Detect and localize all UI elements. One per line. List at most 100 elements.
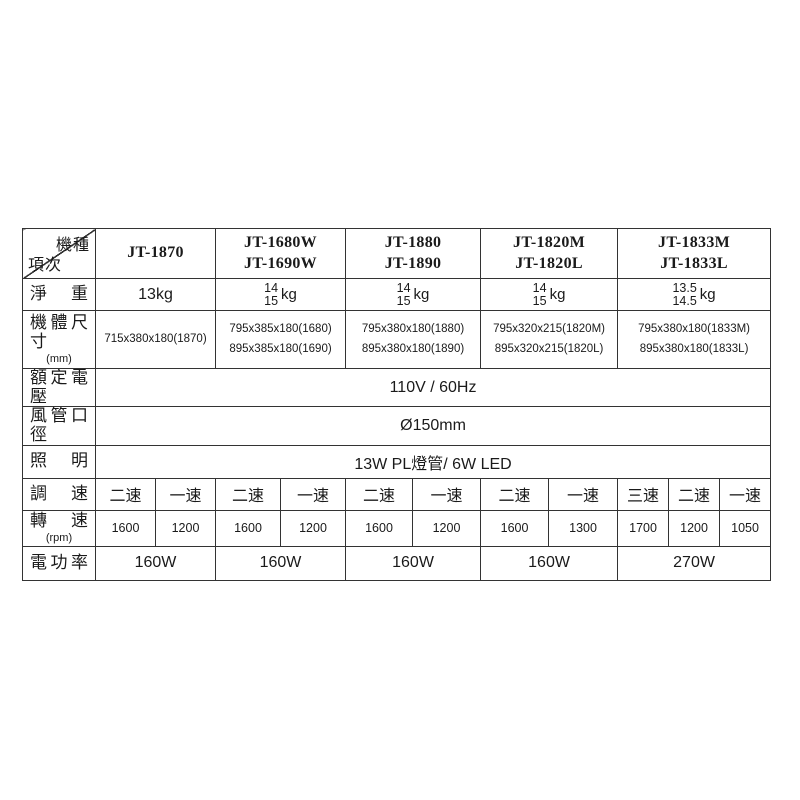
weight-unit: kg bbox=[549, 286, 566, 303]
voltage-value: 110V / 60Hz bbox=[389, 378, 477, 396]
dimensions-row: 機體尺寸 (mm) 715x380x180(1870) 795x385x180(… bbox=[22, 310, 772, 369]
speed-value: 二速 bbox=[678, 488, 711, 506]
weight-bottom: 14.5 bbox=[672, 293, 697, 308]
dims-value: 895x380x180(1890) bbox=[361, 342, 465, 355]
model-name: JT-1833M bbox=[658, 233, 731, 251]
dims-cell: 795x385x180(1680) 895x385x180(1690) bbox=[215, 310, 347, 369]
rpm-cell: 1300 bbox=[548, 509, 619, 547]
weight-cell: 14 15 kg bbox=[480, 278, 619, 311]
weight-bottom: 15 bbox=[264, 293, 279, 308]
voltage-row: 額定電壓 110V / 60Hz bbox=[22, 367, 772, 408]
model-name: JT-1833L bbox=[660, 254, 728, 272]
corner-cell: 機種 項次 bbox=[22, 228, 96, 279]
row-label: 電功率 bbox=[30, 552, 88, 572]
weight-bottom: 15 bbox=[396, 293, 411, 308]
row-label-cell: 調速 bbox=[22, 477, 96, 511]
power-cell: 160W bbox=[215, 545, 347, 581]
rpm-value: 1200 bbox=[432, 521, 461, 536]
lighting-value: 13W PL燈管/ 6W LED bbox=[354, 455, 512, 473]
row-label: 額定電壓 bbox=[30, 368, 88, 406]
rpm-value: 1200 bbox=[680, 521, 708, 536]
rpm-value: 1050 bbox=[731, 521, 759, 536]
power-value: 160W bbox=[259, 554, 302, 572]
weight-top: 14 bbox=[264, 280, 279, 295]
speed-value: 一速 bbox=[729, 488, 762, 506]
model-cell: JT-1833M JT-1833L bbox=[617, 228, 772, 279]
rpm-cell: 1200 bbox=[668, 509, 721, 547]
speed-cell: 二速 bbox=[668, 477, 721, 511]
row-label: 風管口徑 bbox=[30, 406, 88, 445]
weight-unit: kg bbox=[699, 286, 716, 303]
power-cell: 160W bbox=[94, 545, 217, 581]
corner-label-model: 機種 bbox=[55, 237, 90, 254]
speed-cell: 三速 bbox=[617, 477, 670, 511]
speed-value: 二速 bbox=[498, 488, 531, 506]
weight-bottom: 15 bbox=[532, 293, 547, 308]
row-label-cell: 額定電壓 bbox=[22, 367, 96, 408]
dims-cell: 795x380x180(1833M) 895x380x180(1833L) bbox=[617, 310, 772, 369]
speed-cell: 一速 bbox=[280, 477, 347, 511]
dims-value: 795x385x180(1680) bbox=[229, 323, 332, 335]
rpm-value: 1600 bbox=[234, 521, 262, 536]
speed-row: 調速 二速 一速 二速 一速 二速 一速 二速 一速 三速 二速 一速 bbox=[22, 477, 772, 511]
corner-label-item: 項次 bbox=[28, 257, 63, 274]
model-name: JT-1890 bbox=[384, 254, 442, 272]
weight-top: 14 bbox=[396, 280, 411, 295]
speed-value: 一速 bbox=[169, 488, 202, 506]
row-label: 照明 bbox=[30, 451, 88, 471]
rpm-cell: 1600 bbox=[480, 509, 550, 547]
row-label: 轉速 bbox=[30, 511, 88, 531]
weight-top: 13.5 bbox=[672, 280, 697, 295]
rpm-cell: 1200 bbox=[412, 509, 482, 547]
weight-cell: 13kg bbox=[94, 278, 217, 311]
speed-value: 一速 bbox=[430, 488, 463, 506]
speed-value: 二速 bbox=[363, 488, 396, 506]
duct-row: 風管口徑 Ø150mm bbox=[22, 406, 772, 446]
speed-value: 三速 bbox=[627, 488, 660, 506]
rpm-value: 1600 bbox=[365, 521, 393, 536]
speed-value: 二速 bbox=[232, 488, 265, 506]
row-label: 機體尺寸 bbox=[30, 313, 88, 351]
speed-cell: 一速 bbox=[548, 477, 619, 511]
dims-value: 795x320x215(1820M) bbox=[493, 323, 605, 335]
rpm-cell: 1200 bbox=[154, 509, 217, 547]
model-cell: JT-1680W JT-1690W bbox=[215, 228, 347, 279]
duct-value: Ø150mm bbox=[400, 417, 466, 435]
row-label-cell: 照明 bbox=[22, 444, 96, 479]
model-name: JT-1820M bbox=[513, 233, 586, 251]
row-label-cell: 機體尺寸 (mm) bbox=[22, 310, 96, 369]
power-cell: 160W bbox=[480, 545, 619, 581]
row-label: 淨重 bbox=[30, 284, 88, 304]
row-label-cell: 電功率 bbox=[22, 545, 96, 581]
rpm-cell: 1600 bbox=[345, 509, 414, 547]
rpm-cell: 1600 bbox=[215, 509, 282, 547]
dims-value: 715x380x180(1870) bbox=[104, 332, 207, 345]
dims-value: 895x385x180(1690) bbox=[229, 342, 332, 355]
model-cell: JT-1820M JT-1820L bbox=[480, 228, 619, 279]
power-value: 160W bbox=[134, 554, 177, 572]
power-cell: 160W bbox=[345, 545, 482, 581]
row-sublabel: (mm) bbox=[46, 352, 72, 365]
weight-cell: 13.5 14.5 kg bbox=[617, 278, 772, 311]
duct-cell: Ø150mm bbox=[94, 406, 772, 446]
speed-value: 一速 bbox=[567, 488, 600, 506]
dims-value: 795x380x180(1833M) bbox=[638, 323, 750, 335]
lighting-row: 照明 13W PL燈管/ 6W LED bbox=[22, 444, 772, 479]
row-label-cell: 淨重 bbox=[22, 278, 96, 311]
dims-value: 895x320x215(1820L) bbox=[494, 342, 604, 355]
rpm-value: 1700 bbox=[629, 521, 657, 536]
weight-unit: kg bbox=[413, 286, 430, 303]
rpm-value: 1600 bbox=[500, 521, 529, 536]
dims-value: 795x380x180(1880) bbox=[361, 323, 465, 335]
weight-cell: 14 15 kg bbox=[345, 278, 482, 311]
rpm-value: 1300 bbox=[569, 521, 597, 536]
speed-value: 一速 bbox=[297, 488, 330, 506]
row-label: 調速 bbox=[30, 483, 88, 503]
rpm-cell: 1200 bbox=[280, 509, 347, 547]
weight-cell: 14 15 kg bbox=[215, 278, 347, 311]
weight-row: 淨重 13kg 14 15 kg 14 15 bbox=[22, 278, 772, 311]
model-name: JT-1690W bbox=[244, 254, 317, 272]
rpm-cell: 1600 bbox=[95, 509, 156, 547]
speed-cell: 二速 bbox=[480, 477, 550, 511]
weight-value: 13kg bbox=[138, 285, 173, 303]
